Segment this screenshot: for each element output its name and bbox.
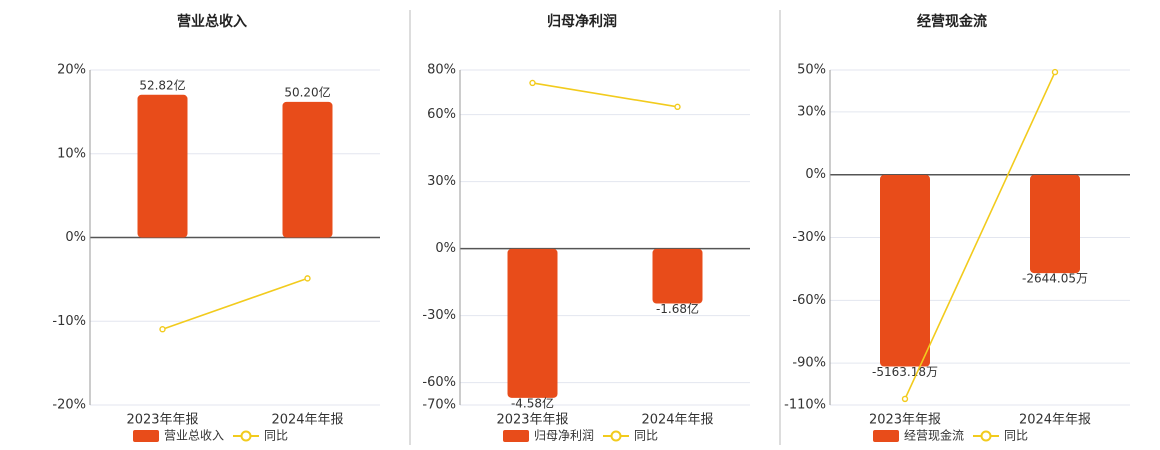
y-tick-label: 20% [57, 63, 86, 78]
y-tick-label: -110% [784, 398, 826, 413]
x-tick-label: 2023年年报 [496, 413, 568, 428]
y-tick-label: 10% [57, 146, 86, 161]
value-label: -1.68亿 [656, 301, 699, 316]
x-tick-label: 2023年年报 [869, 413, 941, 428]
legend-label: 同比 [634, 429, 658, 443]
yoy-line [532, 82, 678, 108]
y-tick-label: 30% [797, 104, 826, 119]
yoy-line [904, 71, 1056, 400]
bar [880, 174, 930, 367]
legend-label: 经营现金流 [904, 428, 964, 443]
x-tick-label: 2024年年报 [271, 413, 343, 428]
yoy-point [674, 103, 681, 111]
chart-title: 经营现金流 [917, 13, 987, 30]
y-tick-label: -10% [52, 314, 86, 329]
x-tick-label: 2024年年报 [641, 413, 713, 428]
legend-label: 营业总收入 [164, 429, 224, 443]
y-tick-label: 50% [797, 63, 826, 78]
y-tick-label: 80% [427, 63, 456, 78]
y-tick-label: 0% [435, 241, 456, 256]
chart-title: 营业总收入 [177, 13, 247, 30]
y-tick-label: 0% [65, 230, 86, 245]
value-label: -2644.05万 [1022, 272, 1088, 286]
yoy-point [901, 395, 909, 403]
legend-marker [240, 430, 252, 442]
y-tick-label: -60% [792, 293, 826, 308]
legend-label: 同比 [264, 429, 288, 443]
yoy-point [529, 79, 536, 87]
yoy-point [304, 275, 311, 282]
value-label: -4.58亿 [511, 395, 554, 410]
y-tick-label: -90% [792, 356, 826, 371]
y-tick-label: 60% [427, 107, 456, 122]
value-label: -5163.18万 [872, 365, 938, 379]
legend-swatch [503, 430, 529, 442]
y-tick-label: 30% [427, 174, 456, 189]
legend-label: 同比 [1004, 429, 1028, 443]
legend-swatch [873, 430, 899, 442]
legend-marker [610, 430, 622, 442]
bar [652, 248, 703, 304]
legend-swatch [133, 430, 159, 442]
bar [282, 101, 333, 238]
y-tick-label: -70% [422, 398, 456, 413]
y-tick-label: 0% [805, 167, 826, 182]
legend-label: 归母净利润 [534, 429, 594, 443]
y-tick-label: -30% [792, 230, 826, 245]
yoy-point [1051, 68, 1059, 76]
value-label: 52.82亿 [139, 77, 185, 92]
legend-marker [980, 430, 992, 442]
bar [137, 94, 188, 238]
yoy-line [162, 277, 308, 330]
chart-title: 归母净利润 [547, 13, 617, 30]
y-tick-label: -30% [422, 308, 456, 323]
bar [507, 248, 558, 398]
y-tick-label: -60% [422, 375, 456, 390]
x-tick-label: 2024年年报 [1019, 413, 1091, 428]
y-tick-label: -20% [52, 398, 86, 413]
yoy-point [159, 326, 166, 333]
bar [1030, 174, 1080, 274]
value-label: 50.20亿 [284, 84, 330, 99]
x-tick-label: 2023年年报 [126, 413, 198, 428]
